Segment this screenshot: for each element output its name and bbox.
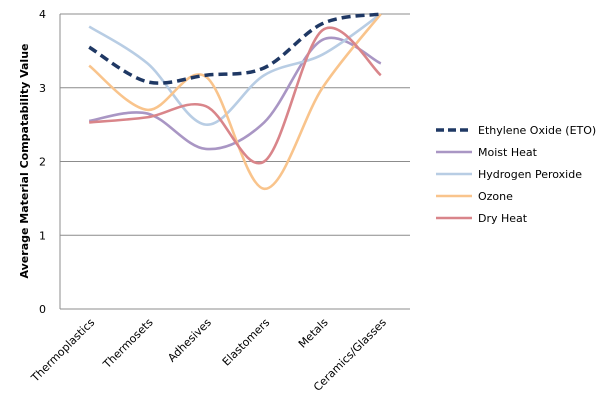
x-tick-labels: Thermoplastics Thermosets Adhesives Elastom… <box>28 316 389 394</box>
x-tick-label: Thermoplastics <box>28 316 97 385</box>
y-tick-label: 2 <box>39 156 46 169</box>
legend-label: Ethylene Oxide (ETO) <box>478 124 596 137</box>
series-line-ozone <box>88 13 382 191</box>
grid-lines <box>59 13 410 310</box>
series-line-ethylene-oxide-eto <box>88 12 382 85</box>
legend-label: Moist Heat <box>478 146 538 159</box>
x-tick-label: Metals <box>296 316 331 351</box>
series-line-moist-heat <box>88 36 382 151</box>
y-tick-label: 3 <box>39 82 46 95</box>
legend: Ethylene Oxide (ETO) Moist Heat Hydrogen P… <box>436 124 596 225</box>
y-tick-label: 0 <box>39 303 46 316</box>
legend-label: Hydrogen Peroxide <box>478 168 582 181</box>
legend-label: Dry Heat <box>478 212 528 225</box>
legend-label: Ozone <box>478 190 513 203</box>
x-tick-label: Adhesives <box>165 316 214 365</box>
x-tick-label: Thermosets <box>100 316 156 372</box>
series-line-dry-heat <box>89 26 382 165</box>
y-tick-label: 4 <box>39 8 46 21</box>
series-line-hydrogen-peroxide <box>88 12 382 126</box>
y-tick-labels: 0 1 2 3 4 <box>39 8 46 316</box>
y-axis-title: Average Material Compatability Value <box>18 44 31 279</box>
series-lines <box>88 12 382 191</box>
x-tick-label: Elastomers <box>220 316 273 369</box>
y-tick-label: 1 <box>39 229 46 242</box>
